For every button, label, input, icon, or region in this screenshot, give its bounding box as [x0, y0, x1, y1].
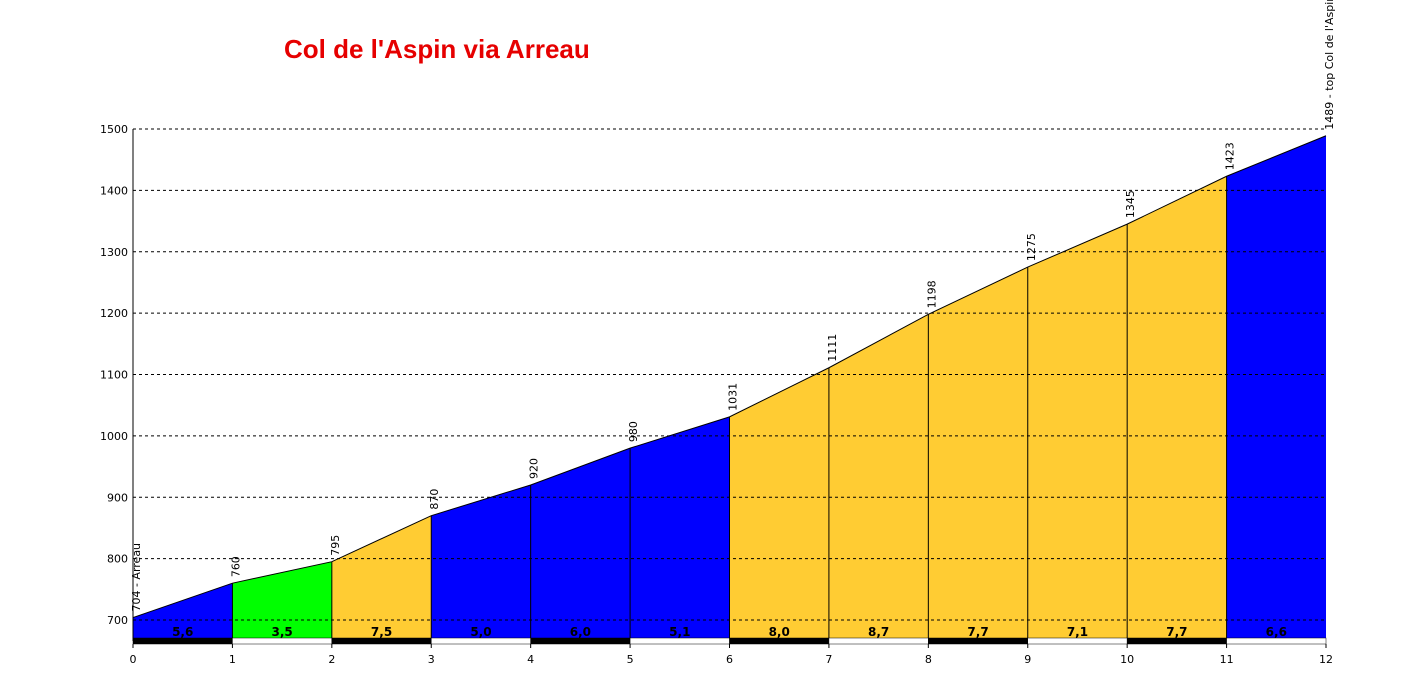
elevation-label-3: 870: [428, 489, 441, 510]
elevation-label-10: 1345: [1124, 190, 1137, 218]
x-tick-label-3: 3: [428, 653, 435, 666]
x-tick-label-10: 10: [1120, 653, 1134, 666]
elevation-label-7: 1111: [826, 334, 839, 362]
gradient-label-7: 8,7: [868, 625, 889, 639]
segment-area-0: [133, 583, 233, 641]
gradient-label-2: 7,5: [371, 625, 392, 639]
gradient-label-3: 5,0: [470, 625, 491, 639]
gradient-label-8: 7,7: [967, 625, 988, 639]
x-tick-label-2: 2: [328, 653, 335, 666]
segment-area-8: [928, 267, 1028, 641]
elevation-label-11: 1423: [1224, 142, 1237, 170]
elevation-label-6: 1031: [727, 383, 740, 411]
x-tick-label-9: 9: [1024, 653, 1031, 666]
y-tick-label-6: 1300: [100, 246, 128, 259]
segment-area-10: [1127, 176, 1227, 642]
gradient-bar-11: [1226, 637, 1327, 645]
segment-area-3: [431, 484, 531, 641]
segment-area-7: [828, 314, 929, 641]
x-tick-label-7: 7: [825, 653, 832, 666]
elevation-label-8: 1198: [925, 280, 938, 308]
profile-line: [132, 135, 1327, 619]
elevation-label-5: 980: [627, 421, 640, 442]
y-tick-label-0: 700: [107, 614, 128, 627]
segment-area-2: [331, 515, 432, 641]
gradient-label-6: 8,0: [769, 625, 790, 639]
elevation-label-1: 760: [229, 556, 242, 577]
gradient-label-5: 5,1: [669, 625, 690, 639]
x-tick-label-1: 1: [229, 653, 236, 666]
gradient-label-0: 5,6: [172, 625, 193, 639]
elevation-label-0: 704 - Arreau: [130, 543, 143, 612]
gradient-label-1: 3,5: [271, 625, 292, 639]
y-tick-label-3: 1000: [100, 430, 128, 443]
segment-area-9: [1027, 224, 1128, 641]
x-tick-label-4: 4: [527, 653, 534, 666]
gradient-label-9: 7,1: [1067, 625, 1088, 639]
x-tick-label-11: 11: [1220, 653, 1234, 666]
segment-area-5: [630, 416, 730, 641]
elevation-label-12: 1489 - top Col de l'Aspin: [1323, 0, 1336, 130]
segment-area-4: [530, 448, 631, 641]
gradient-label-10: 7,7: [1166, 625, 1187, 639]
x-tick-label-12: 12: [1319, 653, 1333, 666]
y-tick-label-5: 1200: [100, 307, 128, 320]
y-tick-label-8: 1500: [100, 123, 128, 136]
gradient-label-11: 6,6: [1266, 625, 1287, 639]
elevation-label-2: 795: [329, 535, 342, 556]
gradient-label-4: 6,0: [570, 625, 591, 639]
y-tick-label-4: 1100: [100, 369, 128, 382]
elevation-label-4: 920: [528, 458, 541, 479]
x-tick-label-8: 8: [925, 653, 932, 666]
x-tick-label-6: 6: [726, 653, 733, 666]
y-tick-label-1: 800: [107, 553, 128, 566]
x-tick-label-5: 5: [627, 653, 634, 666]
segment-area-6: [729, 367, 829, 641]
elevation-label-9: 1275: [1025, 233, 1038, 261]
y-tick-label-7: 1400: [100, 184, 128, 197]
chart-title: Col de l'Aspin via Arreau: [284, 34, 590, 64]
segment-area-11: [1226, 135, 1326, 641]
y-tick-label-2: 900: [107, 491, 128, 504]
x-tick-label-0: 0: [130, 653, 137, 666]
segment-area-1: [232, 561, 332, 641]
